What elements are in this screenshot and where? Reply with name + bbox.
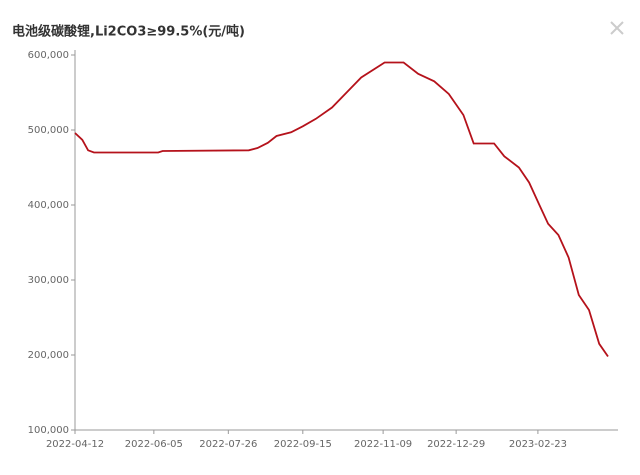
y-tick-label: 200,000 xyxy=(28,350,69,361)
y-tick-label: 600,000 xyxy=(28,50,69,61)
close-icon[interactable] xyxy=(610,21,624,35)
x-tick-label: 2022-11-09 xyxy=(354,439,412,450)
y-tick-label: 300,000 xyxy=(28,275,69,286)
x-tick-label: 2022-06-05 xyxy=(125,439,183,450)
x-tick-label: 2022-07-26 xyxy=(199,439,257,450)
y-tick-label: 400,000 xyxy=(28,200,69,211)
data-line xyxy=(74,61,609,358)
chart-title: 电池级碳酸锂,Li2CO3≥99.5%(元/吨) xyxy=(12,24,245,40)
y-tick-label: 100,000 xyxy=(28,425,69,436)
y-tick-label: 500,000 xyxy=(28,125,69,136)
x-tick-label: 2022-04-12 xyxy=(46,439,104,450)
x-tick-label: 2022-09-15 xyxy=(274,439,332,450)
x-tick-label: 2023-02-23 xyxy=(509,439,567,450)
x-tick-label: 2022-12-29 xyxy=(427,439,485,450)
